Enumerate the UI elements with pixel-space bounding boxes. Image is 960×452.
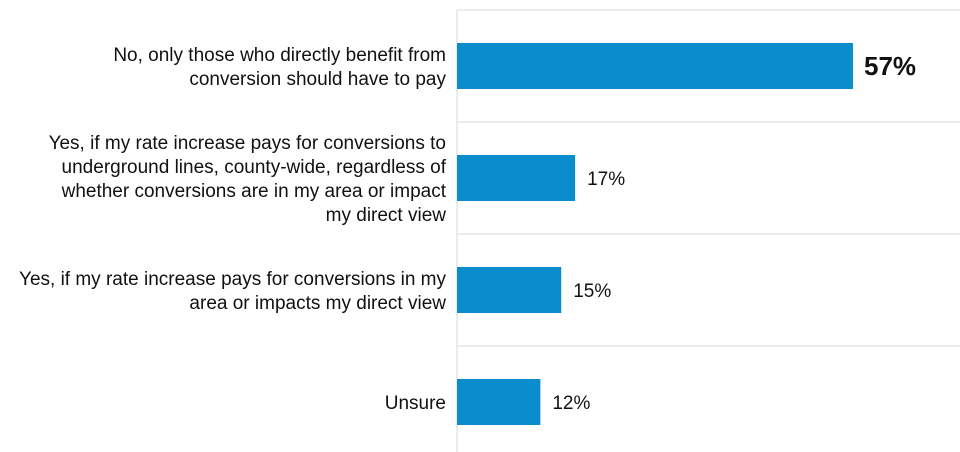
category-label: Yes, if my rate increase pays for conver… (49, 133, 447, 226)
category-label-line: Yes, if my rate increase pays for conver… (49, 133, 446, 154)
bar (457, 155, 576, 201)
category-label-line: whether conversions are in my area or im… (61, 181, 447, 202)
category-label: Yes, if my rate increase pays for conver… (19, 269, 446, 314)
bar-value-label: 57% (864, 51, 916, 81)
category-label-line: my direct view (326, 205, 447, 226)
category-label-line: No, only those who directly benefit from (113, 45, 446, 66)
category-label-line: area or impacts my direct view (189, 293, 446, 314)
category-label-line: Unsure (385, 393, 446, 414)
category-label-line: underground lines, county-wide, regardle… (62, 157, 447, 178)
bar-value-label: 15% (573, 281, 611, 302)
bar-value-label: 12% (552, 393, 590, 414)
bar (457, 267, 562, 313)
category-label-line: conversion should have to pay (189, 69, 446, 90)
bar-value-label: 17% (587, 169, 625, 190)
category-label: No, only those who directly benefit from… (113, 45, 446, 90)
bar (457, 43, 853, 89)
bar (457, 379, 541, 425)
category-label: Unsure (385, 393, 446, 414)
category-label-line: Yes, if my rate increase pays for conver… (19, 269, 446, 290)
